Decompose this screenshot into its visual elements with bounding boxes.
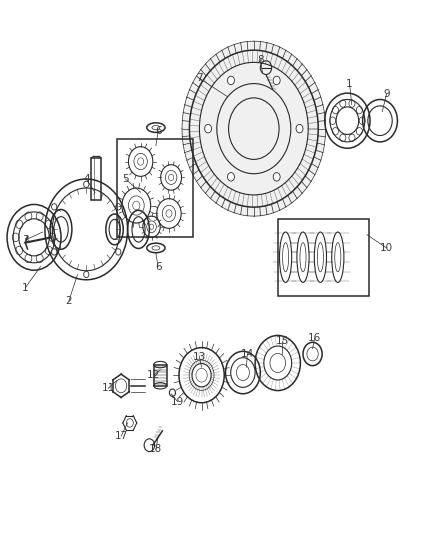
Text: 12: 12 <box>147 370 160 380</box>
Circle shape <box>205 124 212 133</box>
Text: 13: 13 <box>193 352 206 361</box>
Text: 2: 2 <box>66 296 72 306</box>
Text: 3: 3 <box>22 235 28 245</box>
Text: 1: 1 <box>22 282 28 293</box>
Text: 14: 14 <box>240 349 254 359</box>
Text: 11: 11 <box>101 383 115 393</box>
Circle shape <box>273 76 280 85</box>
Text: 16: 16 <box>308 333 321 343</box>
Text: 18: 18 <box>149 445 162 455</box>
Text: 17: 17 <box>114 431 128 441</box>
Bar <box>154 365 167 386</box>
Circle shape <box>227 76 234 85</box>
Circle shape <box>84 181 89 188</box>
Text: 19: 19 <box>171 397 184 407</box>
Text: 9: 9 <box>383 89 390 99</box>
Bar <box>278 219 369 296</box>
Text: 8: 8 <box>257 55 264 64</box>
Text: 4: 4 <box>83 174 89 184</box>
Circle shape <box>227 173 234 181</box>
Circle shape <box>273 173 280 181</box>
Bar <box>117 139 193 237</box>
Circle shape <box>116 204 121 210</box>
Text: 10: 10 <box>380 243 393 253</box>
Text: 7: 7 <box>196 73 203 83</box>
Circle shape <box>296 124 303 133</box>
Circle shape <box>52 249 57 255</box>
Circle shape <box>116 249 121 255</box>
Circle shape <box>182 41 325 216</box>
Text: 6: 6 <box>155 126 161 136</box>
Text: 15: 15 <box>276 336 289 346</box>
Bar <box>92 158 101 200</box>
Text: 1: 1 <box>346 78 353 88</box>
Text: 5: 5 <box>122 174 129 184</box>
Circle shape <box>52 204 57 210</box>
Text: 6: 6 <box>155 262 161 271</box>
Circle shape <box>84 271 89 278</box>
